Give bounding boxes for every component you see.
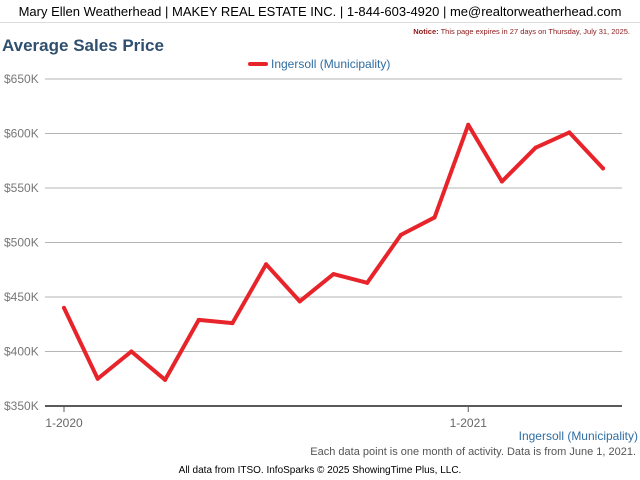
data-point (129, 349, 134, 354)
x-axis-label: Ingersoll (Municipality) (519, 429, 638, 443)
data-point (533, 145, 538, 150)
series-layer (62, 122, 605, 382)
y-tick-label: $350K (4, 399, 39, 413)
y-tick-label: $450K (4, 290, 39, 304)
y-tick-label: $650K (4, 72, 39, 86)
data-point (432, 215, 437, 220)
grid-lines (45, 78, 622, 352)
y-tick-label: $400K (4, 345, 39, 359)
x-axis: 1-2020 1-2021 (45, 405, 622, 430)
notice-label: Notice: (413, 27, 439, 36)
agent-contact-text: Mary Ellen Weatherhead | MAKEY REAL ESTA… (18, 3, 622, 19)
data-point (466, 122, 471, 127)
agent-header-bar: Mary Ellen Weatherhead | MAKEY REAL ESTA… (0, 0, 640, 23)
x-tick-label: 1-2021 (450, 416, 488, 430)
legend-label: Ingersoll (Municipality) (271, 57, 390, 71)
expiry-notice: Notice: This page expires in 27 days on … (413, 27, 630, 36)
data-point (365, 280, 370, 285)
y-tick-label: $550K (4, 181, 39, 195)
y-tick-label: $600K (4, 127, 39, 141)
data-caption: Each data point is one month of activity… (310, 446, 636, 458)
legend[interactable]: Ingersoll (Municipality) (248, 57, 390, 71)
data-point (230, 321, 235, 326)
data-point (601, 166, 605, 171)
x-tick-label: 1-2020 (45, 416, 83, 430)
data-point (499, 179, 504, 184)
data-point (567, 130, 572, 135)
data-point (62, 305, 66, 310)
data-point (264, 262, 269, 267)
y-tick-label: $500K (4, 236, 39, 250)
data-point (196, 317, 201, 322)
data-point (398, 232, 403, 237)
data-point (331, 272, 336, 277)
notice-text: This page expires in 27 days on Thursday… (440, 27, 630, 36)
chart-title: Average Sales Price (2, 36, 164, 55)
series-line-ingersoll (62, 122, 605, 382)
data-point (297, 299, 302, 304)
data-point (95, 376, 100, 381)
footer-credit: All data from ITSO. InfoSparks © 2025 Sh… (178, 465, 462, 476)
y-axis-tick-labels: $350K $400K $450K $500K $550K $600K $650K (4, 72, 39, 413)
data-point (163, 377, 168, 382)
